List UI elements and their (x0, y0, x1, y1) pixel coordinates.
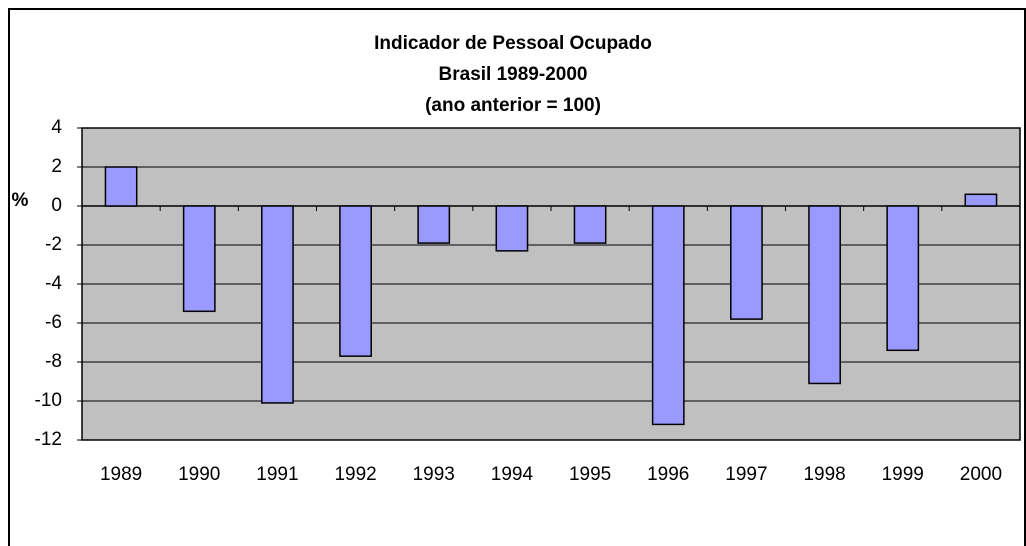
bar (651, 205, 685, 426)
x-tick-label: 1992 (334, 464, 376, 485)
bar (104, 166, 138, 207)
x-tick-label: 1993 (413, 464, 455, 485)
y-tick-label: -6 (45, 312, 62, 333)
chart-title: (ano anterior = 100) (425, 95, 601, 116)
x-tick-label: 1998 (803, 464, 845, 485)
y-tick-label: -4 (45, 273, 62, 294)
bar (573, 205, 607, 244)
y-tick-label: -8 (45, 351, 62, 372)
y-tick-label: -2 (45, 234, 62, 255)
x-tick-label: 1999 (882, 464, 924, 485)
x-tick-label: 2000 (960, 464, 1002, 485)
bar (182, 205, 216, 313)
bar (495, 205, 529, 252)
bar (886, 205, 920, 352)
bar (339, 205, 372, 357)
y-tick-label: 4 (51, 117, 62, 138)
bar (964, 193, 998, 207)
bar (730, 205, 763, 320)
x-tick-label: 1990 (178, 464, 220, 485)
chart-frame (8, 8, 1026, 546)
chart-title: Indicador de Pessoal Ocupado (374, 33, 652, 54)
x-tick-label: 1996 (647, 464, 689, 485)
x-tick-label: 1995 (569, 464, 611, 485)
plot-border (81, 127, 1021, 441)
chart-title: Brasil 1989-2000 (439, 64, 588, 85)
y-axis-label: % (12, 190, 29, 211)
y-tick-label: 0 (51, 195, 62, 216)
y-tick-label: -10 (35, 390, 62, 411)
x-tick-label: 1991 (256, 464, 298, 485)
x-tick-label: 1997 (725, 464, 767, 485)
x-tick-label: 1989 (100, 464, 142, 485)
y-tick-label: 2 (51, 156, 62, 177)
x-tick-label: 1994 (491, 464, 534, 485)
bar (808, 205, 841, 385)
bar (261, 205, 294, 404)
y-tick-label: -12 (35, 429, 62, 450)
bar (417, 205, 451, 244)
